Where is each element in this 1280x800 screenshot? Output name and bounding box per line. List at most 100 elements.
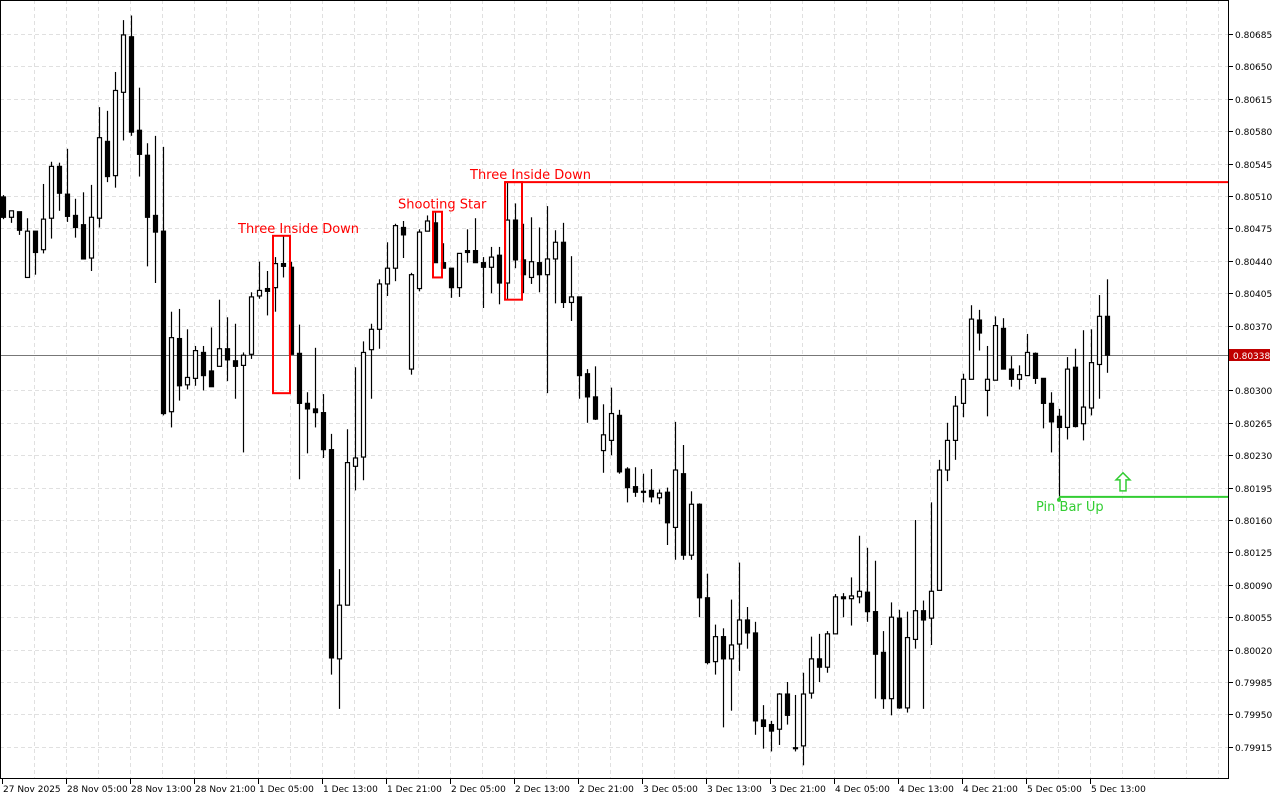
candle-body-bullish — [968, 318, 975, 380]
candle — [384, 242, 391, 296]
y-tick-label: 0.80685 — [1235, 31, 1272, 41]
candle — [160, 146, 167, 416]
candle-body-bearish — [576, 296, 583, 377]
up-arrow-icon — [1114, 471, 1132, 492]
candle — [800, 672, 807, 766]
candle-body-bullish — [992, 325, 999, 381]
candle — [176, 308, 183, 401]
y-tick-label: 0.80265 — [1235, 420, 1272, 430]
x-tick-label: 4 Dec 05:00 — [835, 785, 890, 795]
pattern-annotations: Three Inside Down Shooting Star Three Insi… — [237, 168, 1228, 515]
candle-body-bullish — [1088, 362, 1095, 409]
candle — [216, 299, 223, 367]
candle — [432, 211, 439, 264]
candle — [848, 577, 855, 626]
candle-body-bullish — [1016, 374, 1023, 380]
candle-body-bearish — [496, 254, 503, 284]
candle-body-bullish — [1024, 351, 1031, 377]
candle — [256, 261, 263, 299]
candle — [232, 323, 239, 399]
y-tick-label: 0.79950 — [1235, 711, 1272, 721]
current-price-value: 0.80338 — [1233, 352, 1270, 362]
pattern-three-inside-down: Three Inside Down — [237, 222, 359, 395]
y-tick-label: 0.80055 — [1235, 614, 1272, 624]
candle — [968, 305, 975, 380]
candle — [480, 257, 487, 309]
candle — [824, 631, 831, 673]
candle-body-bearish — [896, 617, 903, 709]
candle-body-bearish — [104, 140, 111, 178]
candle-body-bearish — [768, 723, 775, 732]
candle-body-bearish — [920, 610, 927, 621]
candle — [592, 366, 599, 421]
y-tick-label: 0.80230 — [1235, 452, 1272, 462]
candle-body-bullish — [984, 378, 991, 392]
candle — [40, 183, 47, 254]
x-tick-label: 28 Nov 13:00 — [131, 785, 192, 795]
candle — [856, 535, 863, 604]
candle — [648, 469, 655, 503]
candle-body-bullish — [40, 218, 47, 251]
candle — [928, 502, 935, 645]
candle-body-bullish — [776, 693, 783, 730]
candle-body-bullish — [856, 590, 863, 598]
candle — [632, 467, 639, 497]
candle-body-bearish — [296, 352, 303, 404]
candle — [1104, 279, 1111, 373]
candle — [864, 547, 871, 622]
candle — [200, 345, 207, 391]
candle — [712, 624, 719, 675]
y-axis[interactable]: 0.80685 0.80650 0.80615 0.80580 0.80545 0.805… — [1228, 31, 1272, 754]
candle-body-bearish — [536, 262, 543, 276]
candle — [352, 367, 359, 491]
candle — [984, 345, 991, 417]
candle — [960, 373, 967, 418]
candle — [880, 631, 887, 709]
candle-body-bearish — [320, 412, 327, 451]
candle — [888, 602, 895, 716]
y-tick-label: 0.79915 — [1235, 744, 1272, 754]
candle-body-bullish — [808, 658, 815, 694]
candle — [688, 491, 695, 560]
candle — [304, 392, 311, 454]
candle-body-bullish — [688, 503, 695, 556]
candle-body-bullish — [112, 89, 119, 177]
candle-body-bearish — [32, 230, 39, 254]
candle — [416, 229, 423, 292]
candle — [56, 162, 63, 211]
candle — [760, 705, 767, 749]
candle-body-bullish — [848, 595, 855, 600]
candle-body-bullish — [552, 241, 559, 260]
x-tick-label: 1 Dec 13:00 — [323, 785, 378, 795]
candle — [400, 220, 407, 259]
candle — [624, 467, 631, 503]
candle-body-bullish — [216, 348, 223, 367]
candle — [336, 569, 343, 709]
candle — [1008, 356, 1015, 387]
candle-body-bearish — [280, 262, 287, 267]
candle-body-bullish — [952, 405, 959, 441]
candle-body-bearish — [264, 287, 271, 292]
grid — [0, 0, 1228, 778]
candle — [872, 560, 879, 699]
candle-body-bearish — [592, 396, 599, 420]
x-tick-label: 2 Dec 13:00 — [515, 785, 570, 795]
candle-body-bullish — [504, 219, 511, 284]
candle — [840, 593, 847, 618]
y-tick-label: 0.80370 — [1235, 323, 1272, 333]
candle-body-bearish — [512, 219, 519, 261]
candle-body-bullish — [656, 492, 663, 499]
candle-body-bullish — [392, 225, 399, 269]
candle-body-bearish — [1000, 327, 1007, 370]
x-axis[interactable]: 27 Nov 2025 28 Nov 05:00 28 Nov 13:00 28 No… — [2, 778, 1147, 795]
y-tick-label: 0.80440 — [1235, 258, 1272, 268]
candle-body-bullish — [8, 210, 15, 218]
candle-body-bearish — [136, 129, 143, 155]
candle — [952, 395, 959, 460]
candle — [16, 211, 23, 235]
candle-body-bearish — [880, 651, 887, 700]
candle-body-bearish — [840, 596, 847, 600]
candle-body-bullish — [1080, 406, 1087, 425]
candle — [528, 217, 535, 284]
